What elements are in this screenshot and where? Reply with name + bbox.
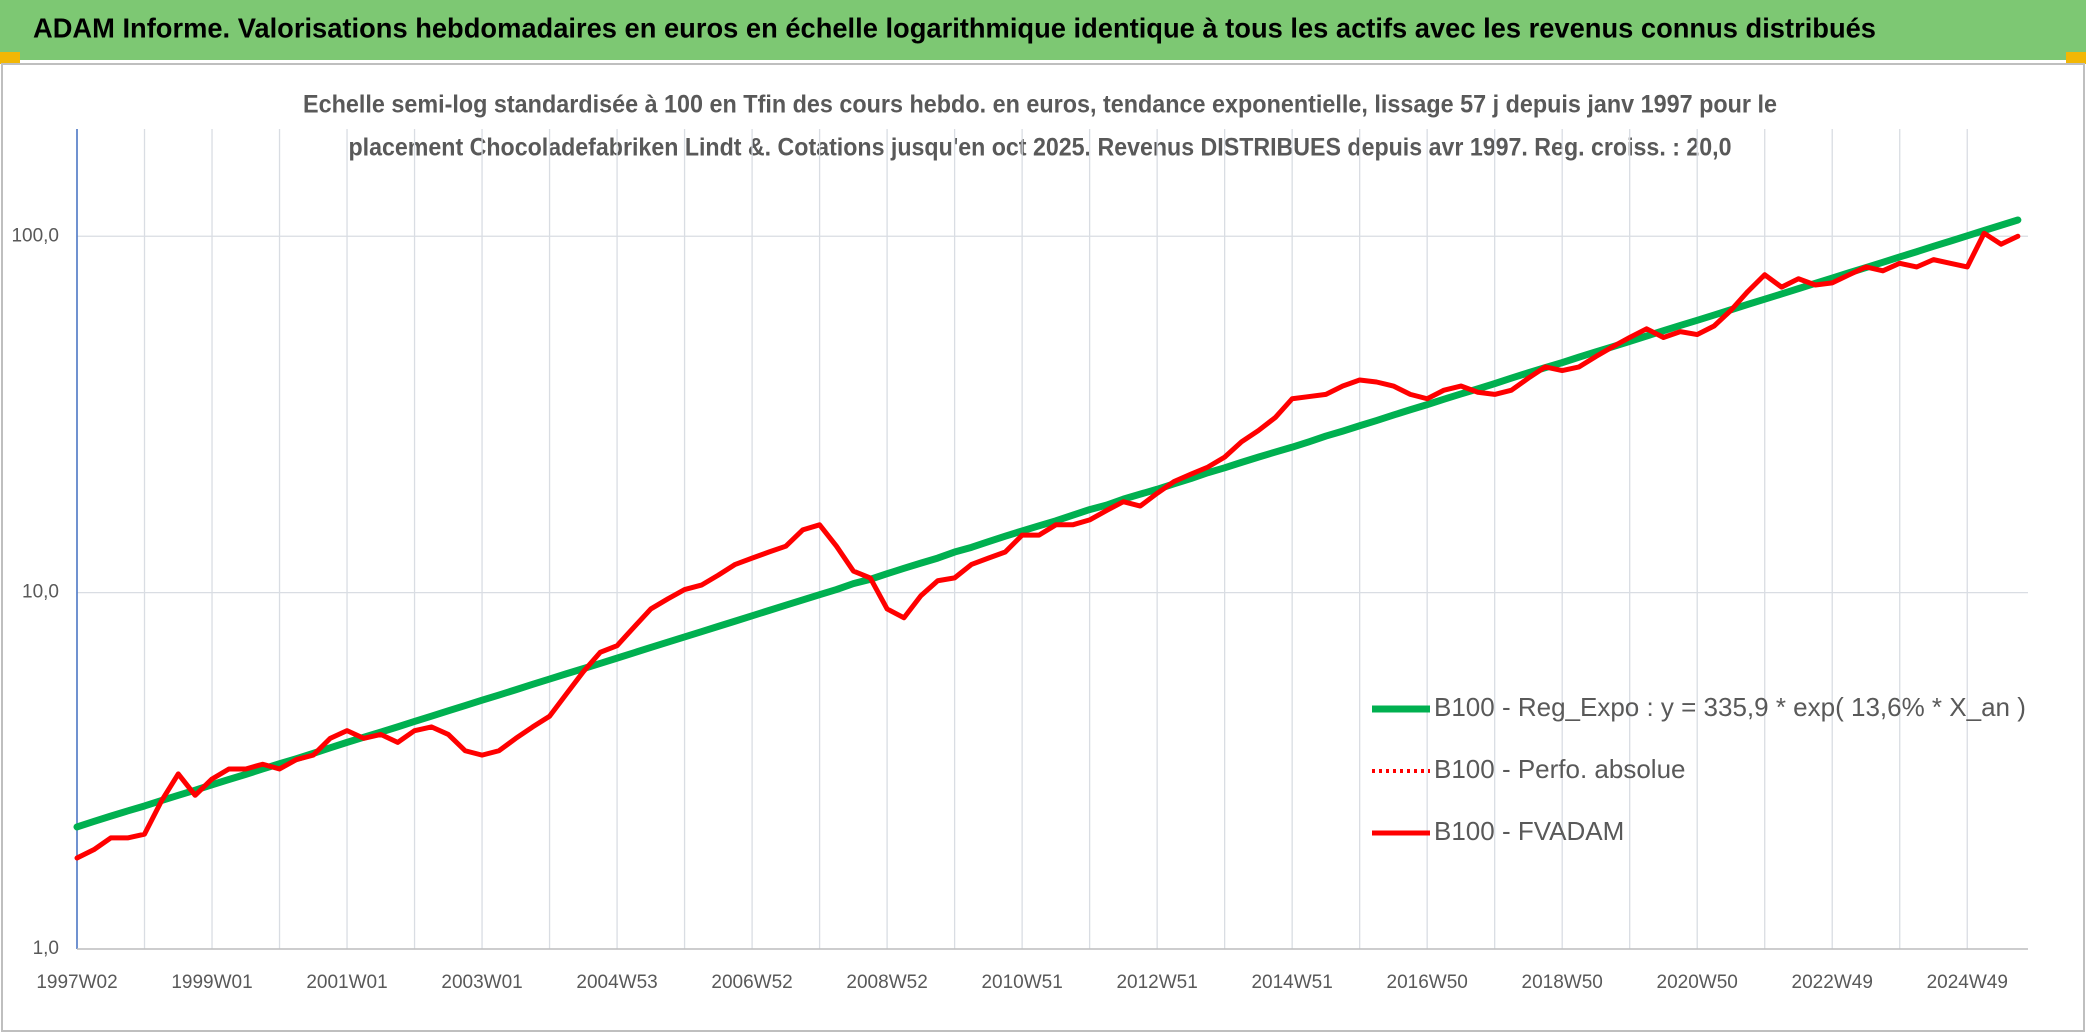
corner-mark — [2066, 52, 2086, 64]
header-bar — [0, 0, 2086, 60]
x-tick-label: 1997W02 — [36, 972, 117, 993]
x-tick-label: 2008W52 — [846, 972, 927, 993]
legend-label: B100 - Reg_Expo : y = 335,9 * exp( 13,6%… — [1434, 692, 2026, 722]
line-series — [74, 230, 2021, 861]
y-tick-label: 100,0 — [11, 225, 59, 246]
legend-label: B100 - FVADAM — [1434, 816, 1624, 846]
legend-label: B100 - Perfo. absolue — [1434, 754, 1686, 784]
x-tick-label: 2014W51 — [1251, 972, 1332, 993]
y-tick-label: 1,0 — [33, 938, 59, 959]
x-tick-label: 2024W49 — [1927, 972, 2008, 993]
x-tick-label: 2004W53 — [576, 972, 657, 993]
x-tick-label: 2006W52 — [711, 972, 792, 993]
chart-title: placement Chocoladefabriken Lindt &. Cot… — [349, 134, 1732, 162]
x-tick-label: 2003W01 — [441, 972, 522, 993]
x-tick-label: 2001W01 — [306, 972, 387, 993]
x-tick-label: 2022W49 — [1792, 972, 1873, 993]
x-tick-label: 2012W51 — [1116, 972, 1197, 993]
chart-title: Echelle semi-log standardisée à 100 en T… — [303, 91, 1777, 119]
x-tick-label: 2018W50 — [1522, 972, 1603, 993]
y-tick-label: 10,0 — [22, 582, 59, 603]
x-tick-label: 2016W50 — [1387, 972, 1468, 993]
corner-mark — [0, 52, 20, 64]
header-title: ADAM Informe. Valorisations hebdomadaire… — [33, 12, 1876, 43]
x-tick-label: 2020W50 — [1657, 972, 1738, 993]
x-tick-label: 1999W01 — [171, 972, 252, 993]
chart-frame — [1, 63, 2085, 1032]
line-series — [73, 216, 2022, 831]
x-tick-label: 2010W51 — [981, 972, 1062, 993]
